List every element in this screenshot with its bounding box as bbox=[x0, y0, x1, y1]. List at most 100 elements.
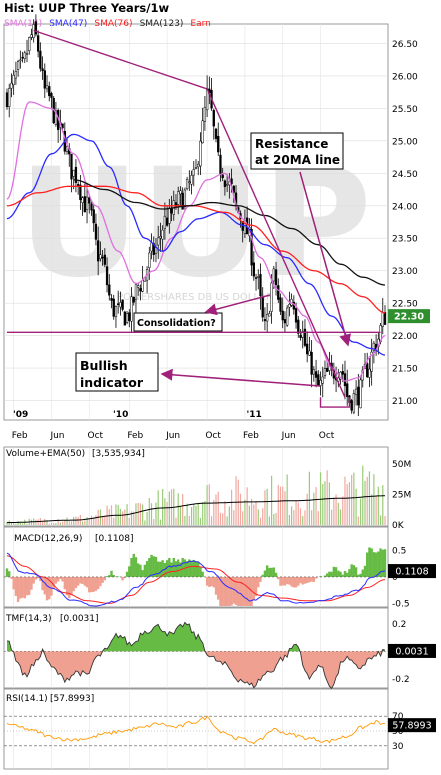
candle-body bbox=[274, 269, 278, 286]
candle-body bbox=[286, 307, 289, 326]
candle-body bbox=[163, 215, 167, 229]
volume-ema-line bbox=[7, 495, 385, 524]
candle-body bbox=[185, 179, 189, 189]
bullish-label-2: indicator bbox=[80, 375, 144, 390]
macd-title: MACD(12,26,9) bbox=[14, 534, 82, 544]
candle-body bbox=[168, 207, 171, 224]
candle-body bbox=[192, 169, 195, 176]
candle-body bbox=[372, 342, 376, 351]
volume-tick-label: 50M bbox=[392, 460, 411, 470]
tmf-positive-area bbox=[7, 622, 385, 652]
candle-body bbox=[132, 297, 135, 303]
legend-item: SMA(14) bbox=[4, 19, 42, 29]
candle-body bbox=[250, 229, 253, 266]
rsi-value-tag bbox=[388, 718, 436, 733]
bullish-box bbox=[75, 352, 159, 392]
candle-body bbox=[159, 236, 162, 239]
rsi-panel bbox=[3, 688, 389, 770]
candle-body bbox=[114, 306, 118, 318]
last-price-text: 22.30 bbox=[394, 312, 424, 323]
price-tick-label: 26.50 bbox=[392, 40, 418, 50]
candle-body bbox=[148, 252, 151, 268]
sma-line bbox=[6, 133, 386, 356]
candle-body bbox=[266, 314, 269, 322]
sma-line bbox=[6, 185, 386, 314]
sma-line bbox=[73, 179, 386, 286]
candle-body bbox=[5, 92, 9, 108]
candle-body bbox=[214, 128, 218, 139]
candle-body bbox=[12, 74, 15, 86]
legend-item: Earn bbox=[190, 19, 210, 29]
candle-body bbox=[139, 288, 142, 292]
candle-body bbox=[308, 350, 311, 356]
rsi-tick-label: 30 bbox=[392, 742, 404, 752]
candle-body bbox=[8, 88, 11, 107]
bullish-arrow bbox=[160, 368, 321, 387]
x-tick-label: Oct bbox=[319, 431, 335, 441]
candle-body bbox=[45, 85, 49, 90]
x-tick-label: Oct bbox=[205, 431, 221, 441]
candle-body bbox=[65, 146, 69, 152]
candle-body bbox=[259, 274, 262, 297]
candle-body bbox=[199, 140, 202, 167]
candle-body bbox=[321, 376, 324, 384]
candle-body bbox=[201, 120, 204, 144]
candle-body bbox=[183, 189, 187, 207]
candle-body bbox=[36, 35, 40, 52]
consolidation-label: Consolidation? bbox=[137, 318, 216, 329]
candle-body bbox=[88, 197, 91, 204]
candle-body bbox=[188, 181, 191, 184]
trendline bbox=[33, 29, 208, 90]
x-tick-label: Jun bbox=[49, 431, 64, 441]
candle-body bbox=[150, 242, 153, 252]
candle-body bbox=[317, 374, 320, 386]
candle-body bbox=[94, 223, 98, 240]
price-tick-label: 24.50 bbox=[392, 170, 418, 180]
candle-body bbox=[165, 217, 169, 226]
x-tick-label: Feb bbox=[127, 431, 143, 441]
candle-body bbox=[352, 393, 356, 413]
candle-body bbox=[134, 284, 138, 300]
candle-body bbox=[306, 343, 309, 355]
year-label: '09 bbox=[13, 410, 28, 420]
candle-body bbox=[225, 183, 229, 186]
candle-body bbox=[41, 68, 44, 72]
candle-body bbox=[257, 276, 260, 278]
candle-body bbox=[83, 196, 86, 213]
candle-body bbox=[314, 371, 318, 378]
candle-body bbox=[197, 163, 200, 168]
rsi-tick-label: 70 bbox=[392, 712, 404, 722]
volume-value: [3,535,934] bbox=[92, 449, 145, 459]
candle-body bbox=[359, 379, 362, 409]
candle-body bbox=[81, 197, 84, 203]
candle-body bbox=[190, 175, 193, 185]
candle-body bbox=[283, 319, 287, 324]
candle-body bbox=[61, 123, 64, 129]
macd-value-text: 0.1108 bbox=[395, 567, 428, 578]
legend-item: SMA(47) bbox=[49, 19, 87, 29]
candle-body bbox=[50, 93, 53, 98]
candle-body bbox=[179, 190, 182, 195]
candle-body bbox=[323, 368, 327, 377]
candle-body bbox=[346, 383, 349, 397]
candle-body bbox=[128, 312, 131, 321]
candle-body bbox=[103, 254, 106, 265]
x-tick-label: Jun bbox=[165, 431, 180, 441]
candle-body bbox=[326, 367, 329, 372]
last-price-tag bbox=[388, 309, 430, 324]
chart-title: Hist: UUP Three Years/1w bbox=[4, 1, 169, 15]
volume-title: Volume+EMA(50) bbox=[6, 449, 85, 459]
candle-body bbox=[157, 237, 160, 246]
bullish-label-1: Bullish bbox=[80, 358, 128, 373]
price-tick-label: 23.00 bbox=[392, 267, 418, 277]
candle-body bbox=[14, 71, 18, 79]
tmf-tick-label: -0.2 bbox=[392, 675, 410, 685]
macd-value-tag bbox=[388, 564, 436, 579]
candle-body bbox=[34, 21, 38, 35]
price-tick-label: 25.50 bbox=[392, 105, 418, 115]
price-tick-label: 25.00 bbox=[392, 137, 418, 147]
macd-line bbox=[6, 552, 386, 607]
candle-body bbox=[43, 70, 46, 89]
candle-body bbox=[181, 192, 184, 210]
candle-body bbox=[90, 203, 93, 211]
